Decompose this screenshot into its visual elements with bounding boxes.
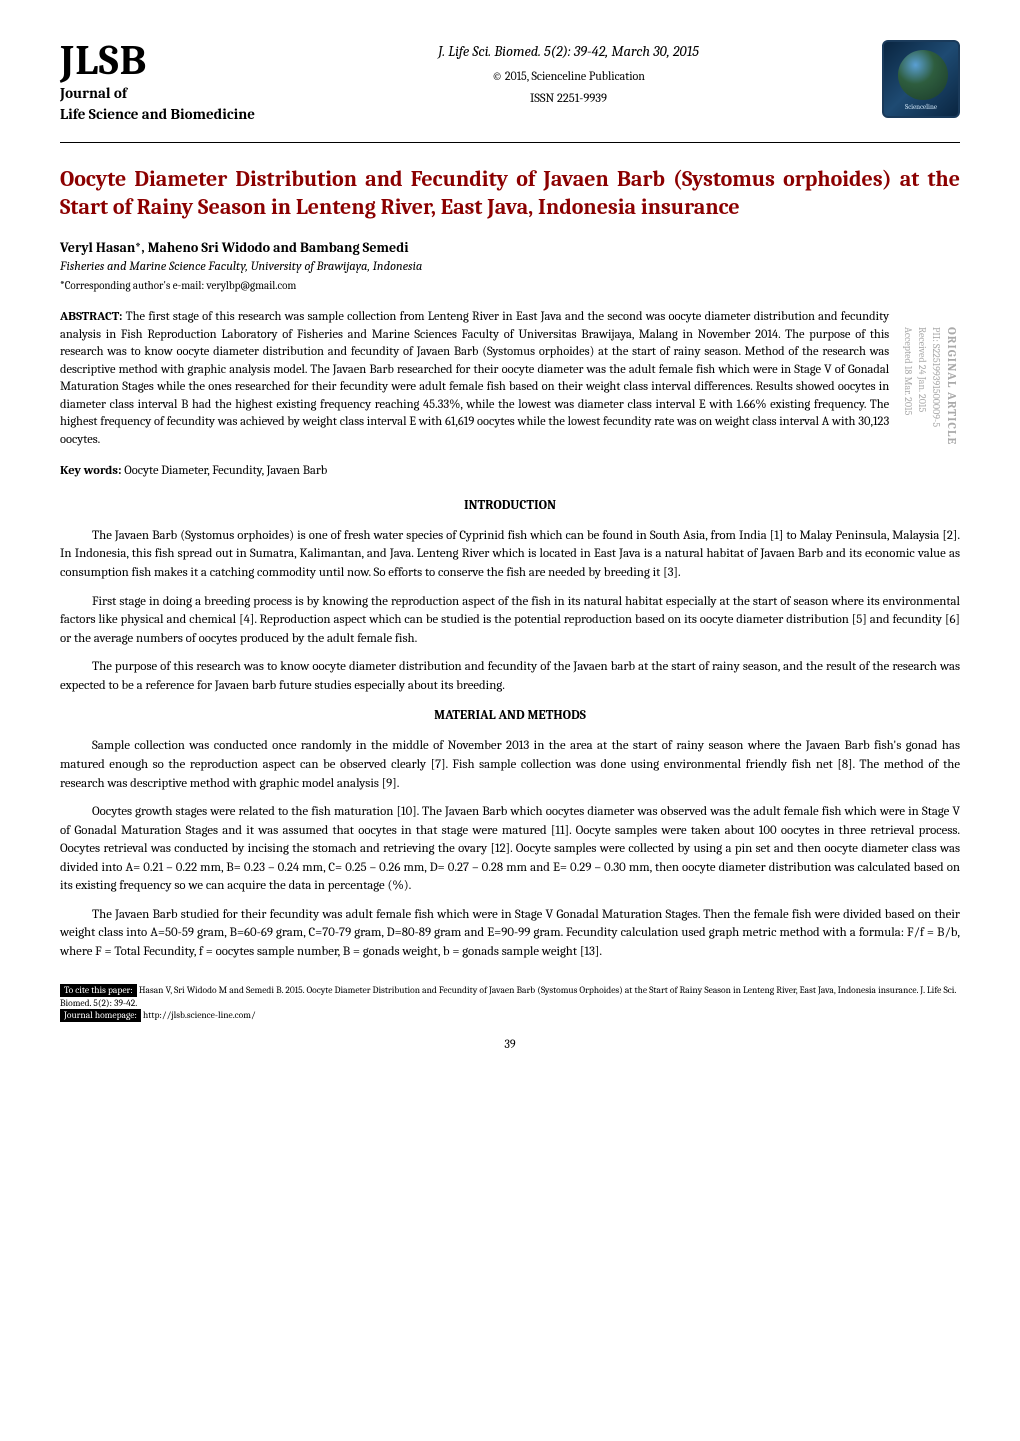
globe-icon xyxy=(898,50,948,100)
header-center: J. Life Sci. Biomed. 5(2): 39-42, March … xyxy=(255,40,882,109)
issn-line: ISSN 2251-9939 xyxy=(255,91,882,109)
sidebar-received: Received 24 Jan. 2015 xyxy=(916,327,928,412)
keywords-label: Key words: xyxy=(60,464,121,478)
page-number: 39 xyxy=(60,1036,960,1053)
homepage-box-label: Journal homepage: xyxy=(60,1009,141,1022)
copyright-line: © 2015, Scienceline Publication xyxy=(255,68,882,85)
header-divider xyxy=(60,142,960,143)
globe-label: Scienceline xyxy=(884,103,958,113)
keywords: Key words: Oocyte Diameter, Fecundity, J… xyxy=(60,463,960,481)
abstract-body: The first stage of this research was sam… xyxy=(60,310,889,447)
affiliation: Fisheries and Marine Science Faculty, Un… xyxy=(60,259,960,277)
abstract-label: ABSTRACT: xyxy=(60,310,122,324)
cite-text: Hasan V, Sri Widodo M and Semedi B. 2015… xyxy=(60,985,956,1008)
jlsb-abbrev: JLSB xyxy=(60,40,255,82)
methods-para-2: Oocytes growth stages were related to th… xyxy=(60,803,960,896)
intro-para-2: First stage in doing a breeding process … xyxy=(60,593,960,649)
abstract-text: ABSTRACT: The first stage of this resear… xyxy=(60,309,889,449)
methods-para-1: Sample collection was conducted once ran… xyxy=(60,737,960,793)
abstract-block: ABSTRACT: The first stage of this resear… xyxy=(60,309,960,449)
methods-heading: MATERIAL AND METHODS xyxy=(60,707,960,725)
article-title: Oocyte Diameter Distribution and Fecundi… xyxy=(60,165,960,222)
keywords-text: Oocyte Diameter, Fecundity, Javaen Barb xyxy=(124,464,327,478)
scienceline-logo-icon: Scienceline xyxy=(882,40,960,118)
sidebar-pii: PII: S225199391500009-5 xyxy=(930,327,942,427)
cite-box-label: To cite this paper: xyxy=(60,984,137,997)
footer-citation: To cite this paper: Hasan V, Sri Widodo … xyxy=(60,985,960,1022)
header-right: Scienceline xyxy=(882,40,960,118)
journal-logo-block: JLSB Journal of Life Science and Biomedi… xyxy=(60,40,255,124)
sidebar-meta: ORIGINAL ARTICLE PII: S225199391500009-5… xyxy=(901,309,960,449)
journal-name-line2: Life Science and Biomedicine xyxy=(60,105,255,124)
header: JLSB Journal of Life Science and Biomedi… xyxy=(60,40,960,124)
citation-line: J. Life Sci. Biomed. 5(2): 39-42, March … xyxy=(255,42,882,62)
authors: Veryl Hasan*, Maheno Sri Widodo and Bamb… xyxy=(60,238,960,258)
journal-name-line1: Journal of xyxy=(60,84,255,103)
sidebar-accepted: Accepted 18 Mar. 2015 xyxy=(902,327,914,415)
homepage-url: http://jlsb.science-line.com/ xyxy=(141,1010,256,1021)
sidebar-article-type: ORIGINAL ARTICLE xyxy=(945,327,959,445)
intro-para-1: The Javaen Barb (Systomus orphoides) is … xyxy=(60,527,960,583)
corresponding-author: *Corresponding author's e-mail: verylbp@… xyxy=(60,278,960,293)
methods-para-3: The Javaen Barb studied for their fecund… xyxy=(60,906,960,962)
introduction-heading: INTRODUCTION xyxy=(60,497,960,515)
intro-para-3: The purpose of this research was to know… xyxy=(60,658,960,695)
